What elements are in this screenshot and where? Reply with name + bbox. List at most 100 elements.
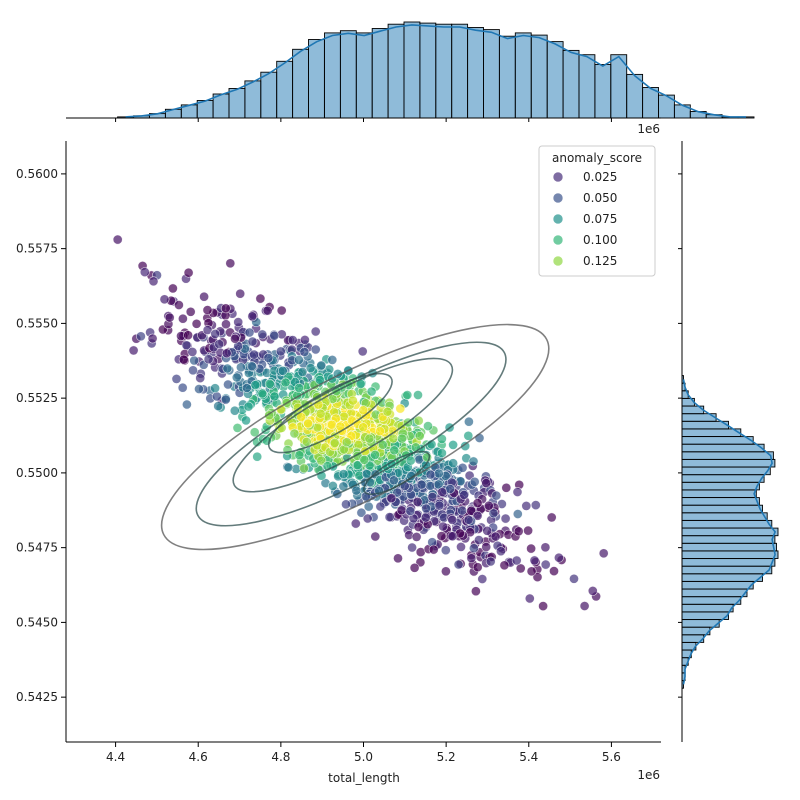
scatter-point [164,312,175,323]
scatter-point [221,348,232,359]
scatter-point [549,566,559,576]
scatter-point [181,399,192,410]
scatter-point [276,305,287,316]
scatter-point [370,531,381,542]
marginal-x-bar [467,27,484,119]
scatter-point [177,313,188,324]
scatter-point [315,408,326,419]
scatter-point [405,455,416,466]
scatter-point [269,330,280,341]
marginal-y-bar [681,535,776,544]
y-tick-label: 0.5475 [16,541,58,555]
x-tick-label: 5.2 [437,750,456,764]
scatter-point [293,354,304,365]
scatter-point [294,382,304,393]
scatter-point [491,490,502,501]
scatter-point [554,552,564,563]
scatter-point [468,456,479,467]
scatter-point [397,433,407,444]
top-x-offset-label: 1e6 [637,122,660,136]
legend-title: anomaly_score [552,151,642,165]
scatter-point [433,468,444,479]
legend-marker [552,192,564,204]
scatter-point [194,384,204,394]
scatter-point [356,507,367,518]
scatter-point [488,508,499,519]
scatter-point [347,395,358,406]
scatter-point [485,556,496,567]
marginal-y-bar [681,474,765,483]
marginal-y-bar [681,626,711,636]
marginal-x-bar [244,80,262,119]
kde-contour-4 [267,372,393,454]
marginal-x-kde-line [125,24,746,118]
scatter-point [203,354,214,365]
scatter-point [283,462,294,473]
scatter-point [241,383,252,393]
scatter-point [243,401,254,412]
marginal-y-bar [681,451,774,460]
scatter-point [477,574,488,584]
scatter-point [305,363,316,373]
scatter-point [326,419,337,430]
scatter-point [483,500,494,511]
scatter-point [359,454,370,465]
scatter-point [375,426,385,437]
scatter-point [221,319,231,330]
scatter-point [453,559,464,570]
marginal-y-bar [681,611,729,620]
scatter-point [210,328,221,339]
scatter-point [428,544,439,555]
scatter-point [463,416,474,427]
scatter-point [395,403,406,414]
marginal-x-bar [355,32,373,119]
scatter-point [512,487,523,497]
scatter-point [421,503,431,514]
scatter-point [457,505,467,516]
scatter-point [277,365,288,376]
x-tick-label: 4.4 [106,750,125,764]
scatter-point [341,499,351,510]
scatter-point [230,333,240,344]
scatter-point [191,318,202,329]
legend-label: 0.025 [583,170,617,184]
scatter-point [257,329,268,340]
legend-marker [552,234,564,246]
scatter-point [382,406,393,417]
scatter-point [171,373,182,384]
scatter-point [249,349,259,360]
marginal-x-bar [498,35,516,119]
scatter-point [247,336,258,347]
scatter-point [241,415,251,426]
y-tick-label: 0.5600 [16,167,58,181]
marginal-x-bar [483,29,500,119]
marginal-x-bar [435,23,453,119]
scatter-point [436,448,447,458]
marginal-y-bar [681,443,765,453]
x-offset-label: 1e6 [637,768,660,782]
scatter-point [407,542,417,553]
marginal-x-bar [228,88,246,119]
scatter-point [389,445,400,456]
scatter-point [301,436,312,447]
scatter-point [177,382,188,393]
scatter-point [438,521,448,532]
legend-marker [552,255,564,267]
marginal-y-bar [681,481,760,491]
legend-entries: 0.025 0.050 0.075 0.100 0.125 [552,170,617,268]
scatter-point [316,360,327,371]
marginal-y-bar [681,527,779,537]
scatter-point [225,258,236,269]
scatter-point [363,501,374,512]
scatter-point [257,388,268,399]
scatter-point [362,513,373,524]
scatter-point [425,469,436,480]
scatter-points [112,234,609,611]
scatter-point [327,354,338,365]
kde-contour-5 [363,450,431,496]
scatter-point [338,469,349,479]
scatter-point [386,493,397,503]
marginal-x-bar [530,34,548,119]
legend-label: 0.050 [583,191,617,205]
scatter-point [512,509,523,519]
